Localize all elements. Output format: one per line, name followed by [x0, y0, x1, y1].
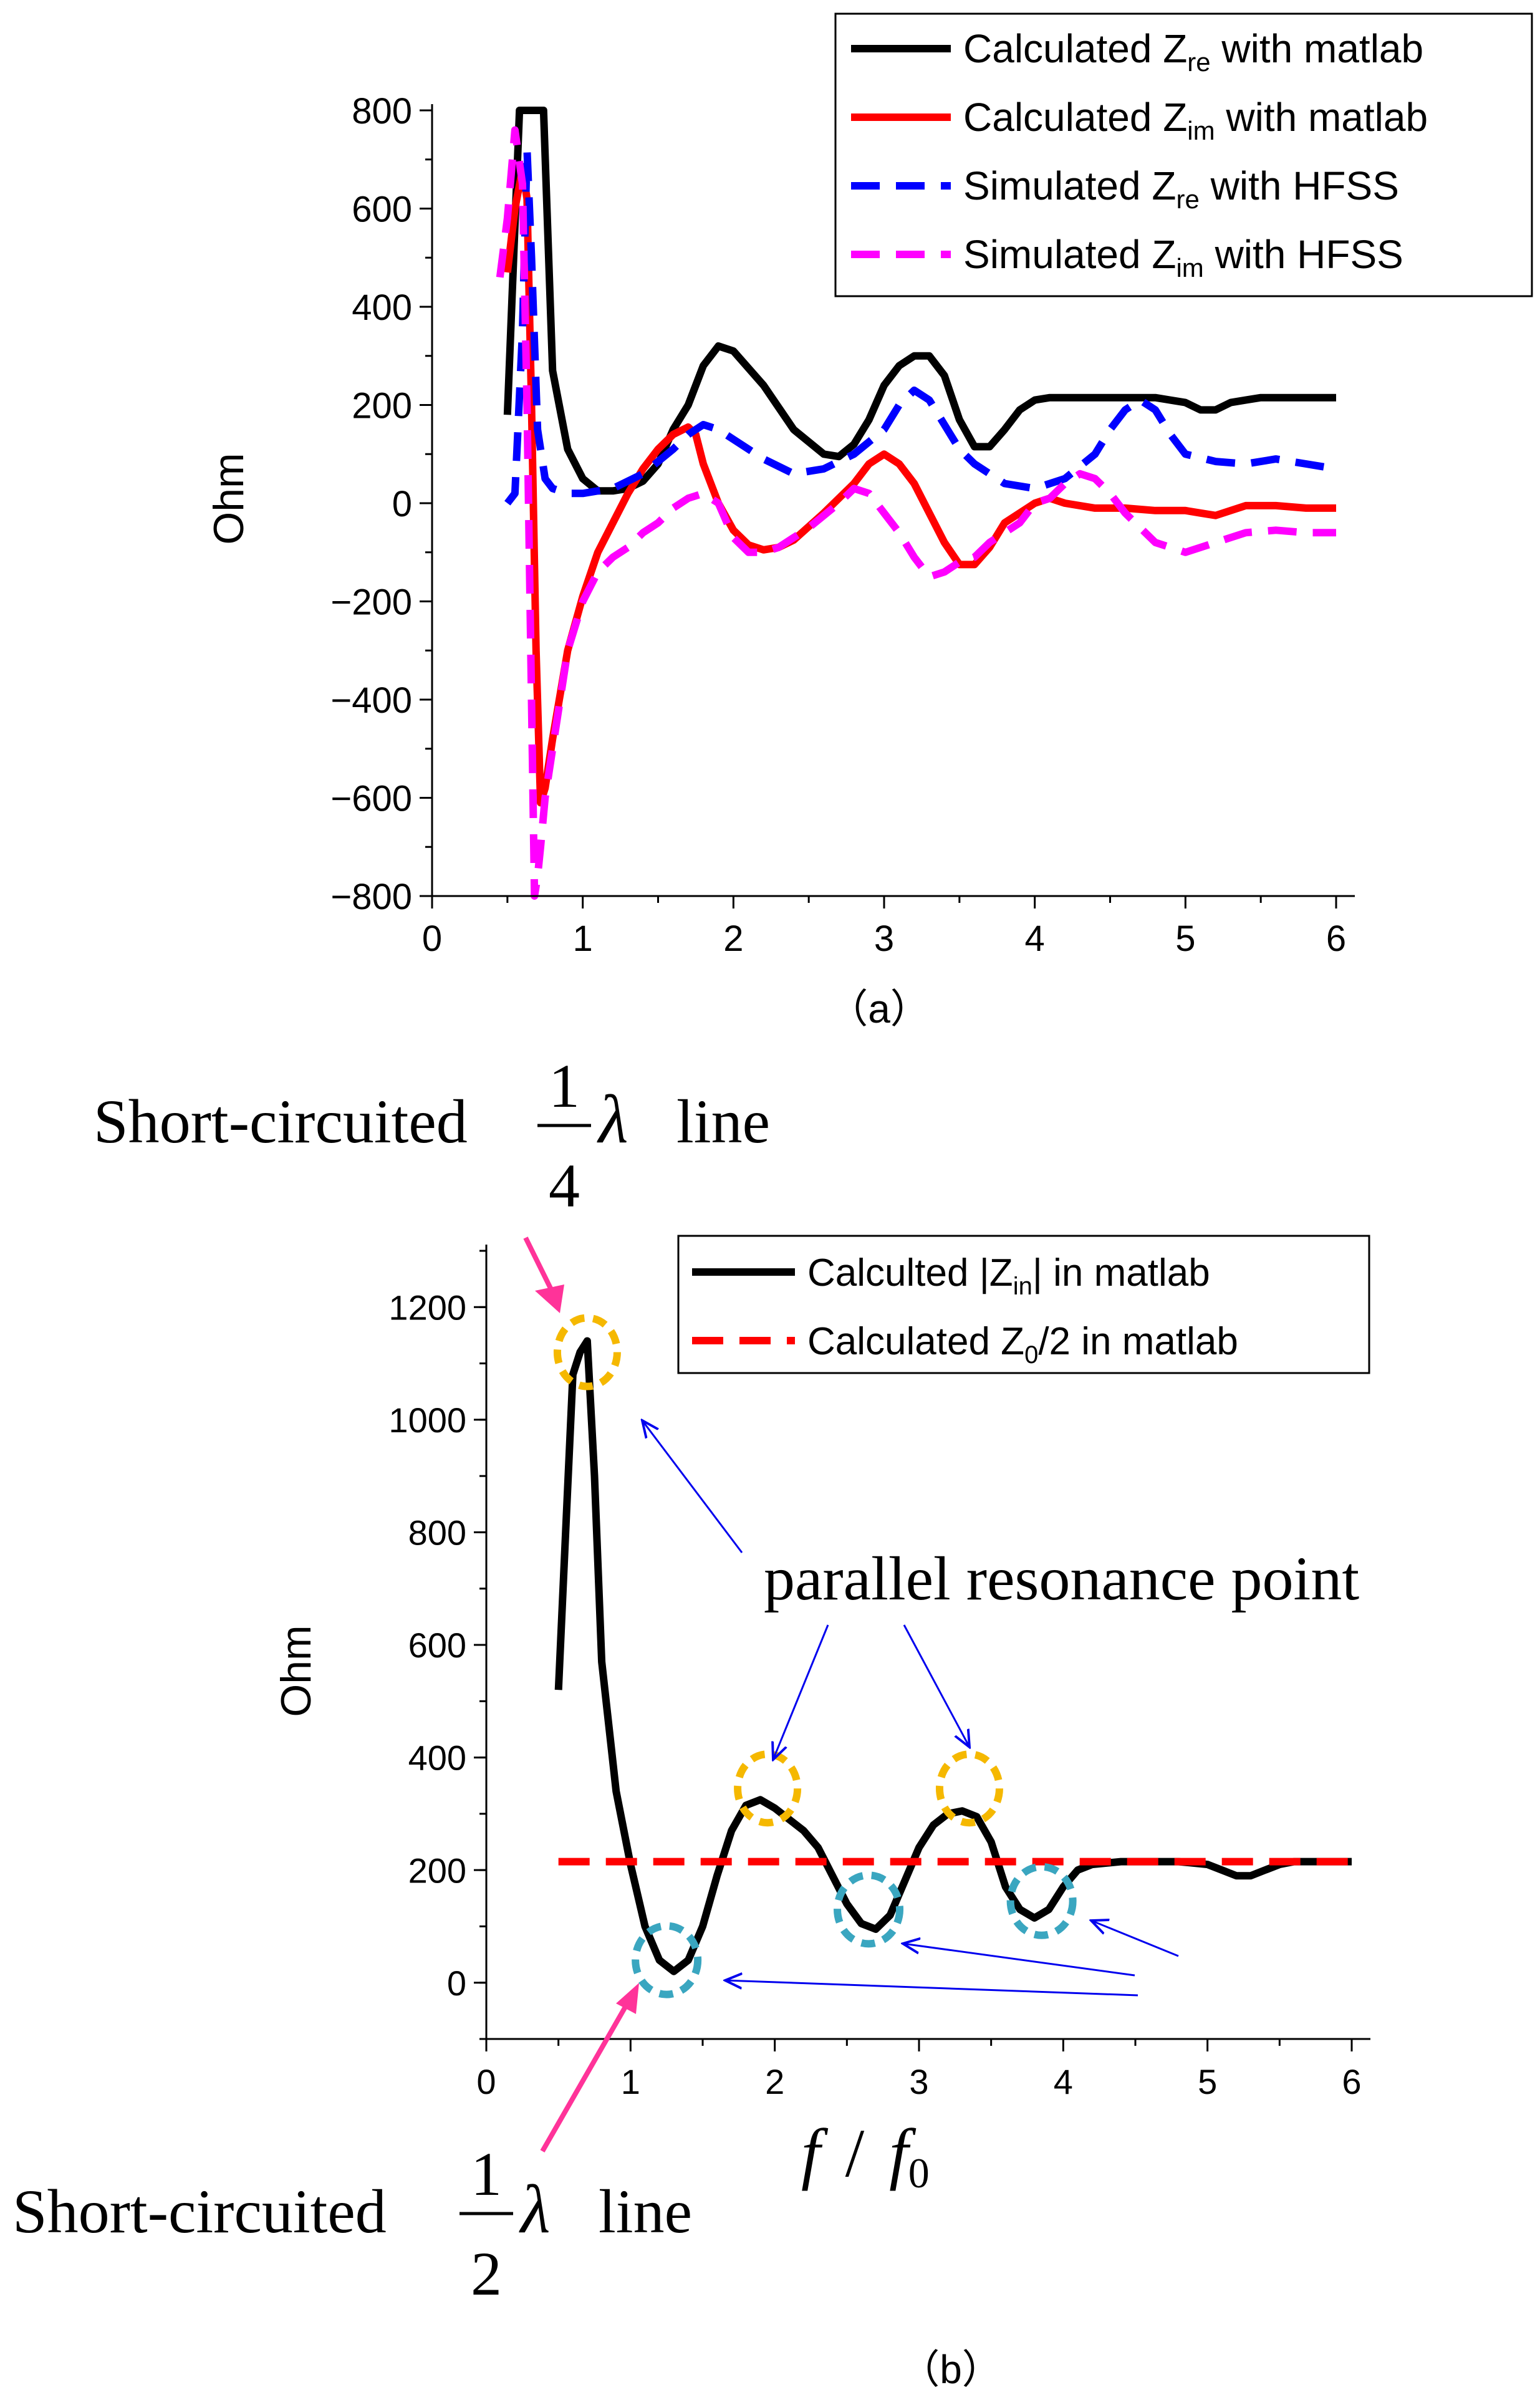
- parallel-resonance-label: parallel resonance point: [764, 1544, 1359, 1613]
- panel-a-legend: Calculated Zre with matlab Calculated Zi…: [834, 12, 1533, 297]
- x-tick-label: 2: [765, 2062, 784, 2101]
- y-tick-label: 800: [352, 91, 412, 132]
- y-tick-label: 200: [408, 1851, 466, 1890]
- legend-entry-calculated-zre: Calculated Zre with matlab: [851, 26, 1423, 77]
- legend-label-calculated-z0-half: Calculated Z0/2 in matlab: [807, 1320, 1238, 1369]
- half-wave-prefix: Short-circuited: [12, 2177, 387, 2246]
- quarter-wave-denominator: 4: [549, 1151, 580, 1220]
- blue-arrow-to-third-dip: [1091, 1920, 1179, 1957]
- half-wave-suffix: line: [599, 2177, 692, 2246]
- y-tick-label: 800: [408, 1513, 466, 1553]
- quarter-wave-prefix: Short-circuited: [94, 1087, 468, 1156]
- panel-b-label: （b）: [900, 2347, 1002, 2392]
- y-tick-label: 400: [352, 287, 412, 328]
- legend-entry-calculated-zim: Calculated Zim with matlab: [851, 95, 1428, 145]
- y-tick-label: 1200: [388, 1288, 466, 1327]
- dip-highlight-circle: [834, 1871, 904, 1948]
- x-tick-label: 0: [476, 2062, 496, 2101]
- x-tick-label: 3: [874, 918, 894, 959]
- quarter-wave-lambda: λ: [597, 1081, 628, 1157]
- blue-arrow-to-second-peak: [773, 1624, 829, 1760]
- peak-highlight-circle: [553, 1314, 621, 1390]
- series-line-calculated-z-re-with-matlab: [503, 107, 1336, 495]
- x-tick-label: 3: [909, 2062, 928, 2101]
- half-wave-lambda: λ: [519, 2171, 551, 2247]
- x-tick-label: 6: [1342, 2062, 1361, 2101]
- blue-arrows: [642, 1420, 1179, 1997]
- y-tick-label: 600: [352, 189, 412, 229]
- y-tick-label: 0: [392, 484, 412, 524]
- blue-arrow-to-third-peak: [903, 1624, 970, 1747]
- x-tick-label: 4: [1025, 918, 1045, 959]
- x-tick-label: 1: [621, 2062, 640, 2101]
- peak-highlight-circle: [734, 1750, 802, 1827]
- half-wave-numerator: 1: [471, 2139, 502, 2209]
- dip-highlight-circle: [632, 1922, 702, 1998]
- y-tick-label: 400: [408, 1738, 466, 1778]
- y-tick-label: 200: [352, 385, 412, 426]
- y-tick-label: −400: [330, 680, 412, 721]
- dip-highlight-circle: [1006, 1863, 1077, 1939]
- panel-b-axes: 0 1 2 3 4 5 6 1200 1000 800 600 400 200 0: [388, 1245, 1370, 2101]
- legend-entry-simulated-zre: Simulated Zre with HFSS: [851, 163, 1399, 214]
- x-tick-label: 5: [1175, 918, 1195, 959]
- x-tick-label: 4: [1054, 2062, 1073, 2101]
- panel-a-label: （a）: [828, 986, 930, 1031]
- y-tick-label: 600: [408, 1626, 466, 1665]
- legend-label-calculated-zin: Calculted |Zin| in matlab: [807, 1251, 1210, 1300]
- x-tick-label: 6: [1326, 918, 1346, 959]
- blue-arrow-to-first-dip: [725, 1980, 1138, 1997]
- quarter-wave-suffix: line: [676, 1087, 770, 1156]
- panel-b-legend: Calculted |Zin| in matlab Calculated Z0/…: [677, 1235, 1370, 1374]
- quarter-wave-numerator: 1: [549, 1051, 580, 1120]
- x-tick-label: 2: [723, 918, 743, 959]
- panel-b-y-axis-label: Ohm: [272, 1625, 320, 1717]
- y-tick-label: −600: [330, 778, 412, 819]
- legend-entry-calculated-z0-half: Calculated Z0/2 in matlab: [692, 1320, 1238, 1369]
- panel-a-traces: [496, 107, 1337, 900]
- panel-a: 0 1 2 3 4 5 6 800 600 400 200 0 −200 −400 −600 −800 Ohm…: [205, 12, 1533, 1031]
- panel-b: 0 1 2 3 4 5 6 1200 1000 800 600 400 200 0 Ohm f / f0 （b…: [12, 1051, 1370, 2392]
- pink-arrow-half-wave: [540, 1983, 639, 2152]
- y-tick-label: 0: [447, 1964, 466, 2003]
- y-tick-label: −800: [330, 877, 412, 917]
- legend-label-simulated-zim: Simulated Zim with HFSS: [963, 232, 1403, 282]
- panel-b-legend-box: [677, 1235, 1370, 1374]
- legend-entry-simulated-zim: Simulated Zim with HFSS: [851, 232, 1403, 282]
- blue-arrow-to-first-peak: [642, 1420, 743, 1553]
- half-wave-denominator: 2: [471, 2239, 502, 2308]
- y-tick-label: 1000: [388, 1400, 466, 1440]
- series-line-simulated-z-im-with-hfss: [496, 126, 1336, 900]
- panel-a-axes: 0 1 2 3 4 5 6 800 600 400 200 0 −200 −400 −600 −800: [330, 91, 1355, 959]
- annotation-quarter-wave: Short-circuited 1 4 λ line: [94, 1051, 770, 1220]
- legend-label-calculated-zim: Calculated Zim with matlab: [963, 95, 1428, 145]
- panel-b-traces: [554, 1337, 1352, 1975]
- blue-arrow-to-second-dip: [903, 1944, 1135, 1977]
- legend-entry-calculated-zin: Calculted |Zin| in matlab: [692, 1251, 1210, 1300]
- panel-a-y-axis-label: Ohm: [205, 453, 253, 544]
- legend-label-calculated-zre: Calculated Zre with matlab: [963, 26, 1423, 77]
- panel-a-legend-box: [834, 12, 1533, 297]
- peak-highlight-circle: [935, 1750, 1003, 1827]
- series-line-calculted-z-in-in-matlab: [554, 1337, 1352, 1975]
- annotation-half-wave: Short-circuited 1 2 λ line: [12, 2139, 692, 2308]
- x-tick-label: 0: [422, 918, 442, 959]
- panel-b-x-axis-label: f / f0: [801, 2115, 930, 2197]
- panel-b-markers: [553, 1314, 1077, 1998]
- x-tick-label: 5: [1198, 2062, 1217, 2101]
- series-line-calculated-z-im-with-matlab: [503, 165, 1336, 807]
- x-tick-label: 1: [573, 918, 593, 959]
- pink-arrow-quarter-wave: [523, 1236, 564, 1313]
- y-tick-label: −200: [330, 582, 412, 622]
- series-line-simulated-z-re-with-hfss: [504, 146, 1337, 506]
- legend-label-simulated-zre: Simulated Zre with HFSS: [963, 163, 1399, 214]
